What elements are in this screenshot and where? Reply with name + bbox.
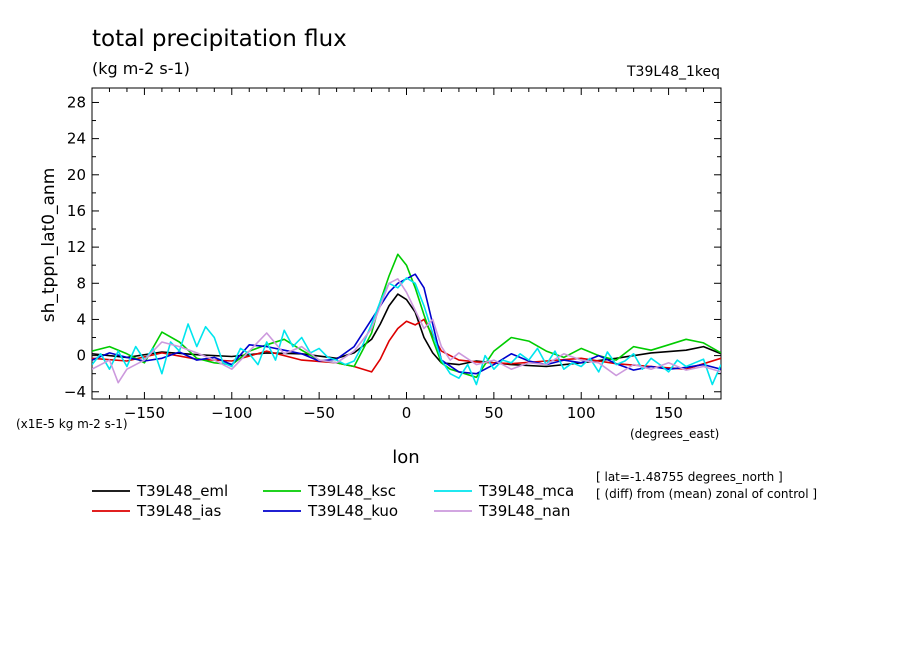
x-tick-label: −100 (211, 404, 252, 422)
x-tick-label: 100 (567, 404, 596, 422)
x-axis-label: lon (392, 447, 419, 468)
y-tick-label: 16 (67, 202, 86, 220)
y-tick-label: 24 (67, 130, 86, 148)
y-tick-label: 28 (67, 93, 86, 111)
series-lines (92, 253, 721, 386)
legend-label: T39L48_ksc (307, 482, 396, 501)
legend-label: T39L48_ias (136, 502, 222, 521)
x-tick-label: 150 (654, 404, 683, 422)
x-tick-label: −50 (303, 404, 335, 422)
y-axis-label: sh_tppn_lat0_anm (39, 168, 59, 323)
run-label: T39L48_1keq (626, 64, 720, 80)
series-line-t39l48_mca (92, 277, 721, 386)
y-tick-label: 0 (76, 347, 86, 365)
y-tick-labels: −4 0 4 8 12 16 20 24 28 (64, 93, 86, 400)
legend-label: T39L48_nan (478, 502, 570, 521)
legend-label: T39L48_eml (136, 482, 228, 501)
chart-title: total precipitation flux (92, 26, 347, 52)
chart-units: (kg m-2 s-1) (92, 59, 190, 78)
y-tick-label: −4 (64, 383, 86, 401)
legend-label: T39L48_mca (478, 482, 574, 501)
y-tick-label: 8 (76, 274, 86, 292)
note-lat: [ lat=-1.48755 degrees_north ] (596, 470, 783, 484)
y-tick-label: 12 (67, 238, 86, 256)
series-line-t39l48_nan (92, 277, 721, 384)
x-tick-label: −150 (124, 404, 165, 422)
x-tick-label: 0 (402, 404, 412, 422)
note-diff: [ (diff) from (mean) zonal of control ] (596, 487, 817, 501)
legend-label: T39L48_kuo (307, 502, 398, 521)
tick-marks (92, 88, 721, 399)
y-scale-note: (x1E-5 kg m-2 s-1) (16, 417, 128, 431)
x-units: (degrees_east) (630, 427, 719, 441)
x-tick-label: 50 (484, 404, 503, 422)
y-tick-label: 20 (67, 166, 86, 184)
x-tick-labels: −150 −100 −50 0 50 100 150 (124, 404, 683, 422)
y-tick-label: 4 (76, 310, 86, 328)
